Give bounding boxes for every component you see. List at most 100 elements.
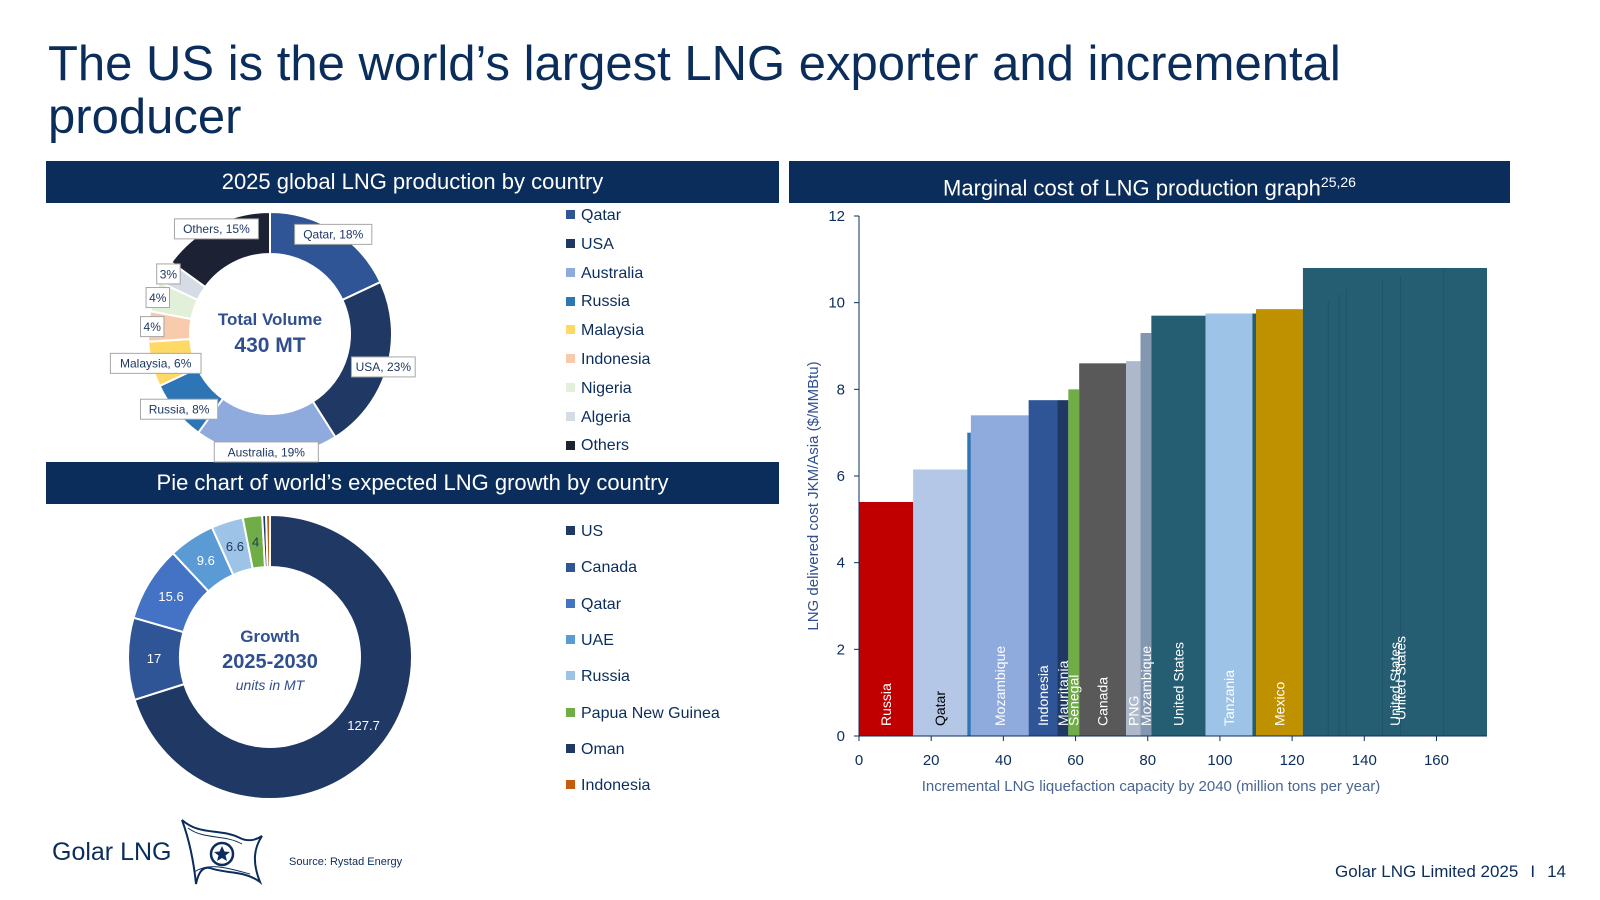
donut2-center-title: Growth	[240, 627, 300, 646]
data-label-qatar: Qatar, 18%	[303, 228, 363, 242]
bar-label-canada-7: Canada	[1095, 677, 1111, 726]
data-label-qatar: 15.6	[158, 589, 183, 604]
legend-item-algeria: Algeria	[566, 409, 631, 427]
data-label-box-russia	[139, 398, 219, 420]
bar-label-mozambique-3: Mozambique	[992, 646, 1008, 726]
marginal-cost-header-footnote: 25,26	[1320, 174, 1356, 190]
legend-swatch-algeria	[566, 411, 575, 421]
donut1-center-value: 430 MT	[234, 334, 305, 357]
legend-swatch-nigeria	[566, 383, 575, 393]
legend-label-indonesia: Indonesia	[581, 351, 651, 368]
legend-label-nigeria: Nigeria	[581, 379, 632, 397]
data-label-box-algeria	[156, 263, 181, 285]
data-label-uae: 9.6	[197, 553, 215, 568]
slide-title: The US is the world’s largest LNG export…	[48, 37, 1341, 144]
donut1-center-title: Total Volume	[218, 310, 322, 329]
bar-label-tanzania-11: Tanzania	[1221, 670, 1237, 726]
slice-us	[133, 513, 413, 800]
legend-item-uae: UAE	[566, 632, 614, 650]
page-number: 14	[1547, 862, 1566, 881]
donut1-header: 2025 global LNG production by country	[46, 161, 779, 203]
y-tick-label-12: 12	[828, 208, 845, 225]
legend-item-qatar: Qatar	[566, 596, 621, 614]
legend-swatch-canada	[566, 562, 575, 572]
legend-label-us: US	[581, 523, 604, 540]
data-label-papua-new-guinea: 4	[252, 535, 259, 550]
legend-item-malaysia: Malaysia	[566, 322, 644, 340]
bar-label-united-states-east: United States	[1392, 636, 1408, 720]
bar-png-8	[1126, 361, 1141, 736]
data-label-box-usa	[350, 356, 416, 378]
legend-item-nigeria: Nigeria	[566, 380, 632, 398]
legend-label-uae: UAE	[581, 631, 614, 649]
source-note: Source: Rystad Energy	[289, 856, 403, 868]
bar-canada-7	[1079, 363, 1127, 736]
bar-mozambique-3	[970, 415, 1029, 736]
legend-item-russia: Russia	[566, 293, 630, 311]
data-label-russia: 6.6	[226, 539, 244, 554]
y-tick-label-2: 2	[837, 641, 845, 658]
bar-label-united-states-10: United States	[1170, 642, 1186, 726]
legend-label-indonesia: Indonesia	[581, 777, 651, 795]
legend-label-oman: Oman	[581, 740, 625, 758]
bar-indonesia-4	[1028, 400, 1058, 736]
marginal-cost-header-text: Marginal cost of LNG production graph	[943, 175, 1321, 201]
legend-swatch-oman	[566, 744, 575, 754]
bar-label-mozambique-9: Mozambique	[1138, 646, 1154, 726]
data-label-box-nigeria	[145, 287, 170, 309]
y-tick-label-4: 4	[837, 555, 845, 572]
bar-mauritania-5	[1057, 400, 1069, 736]
flag-logo-icon	[181, 819, 263, 885]
legend-label-papua-new-guinea: Papua New Guinea	[581, 704, 720, 722]
marginal-cost-header: Marginal cost of LNG production graph25,…	[789, 161, 1510, 203]
x-tick-label-100: 100	[1207, 752, 1232, 769]
marginal-cost-chart: Russia Qatar Mozambique Indonesia Mauritania…	[805, 208, 1487, 795]
legend-swatch-others	[566, 440, 575, 450]
bar-segment-12	[1252, 313, 1257, 736]
bar-united-states-10	[1151, 315, 1206, 736]
bar-label-mauritania-5: Mauritania	[1055, 660, 1071, 726]
y-tick-label-10: 10	[828, 295, 845, 312]
data-label-australia: Australia, 19%	[228, 445, 306, 459]
bar-mozambique-9	[1140, 333, 1152, 736]
donut2-center-value: 2025-2030	[222, 651, 318, 673]
bar-label-indonesia-4: Indonesia	[1035, 665, 1051, 726]
slice-indonesia	[265, 513, 271, 569]
legend-item-others: Others	[566, 437, 629, 455]
bar-segment-2	[967, 432, 971, 736]
legend-swatch-uae	[566, 635, 575, 645]
footer-separator: I	[1530, 862, 1536, 881]
x-tick-label-160: 160	[1424, 752, 1449, 769]
bar-label-qatar-1: Qatar	[932, 691, 948, 726]
legend-label-russia: Russia	[581, 668, 630, 686]
data-label-box-malaysia	[109, 352, 202, 374]
legend-label-canada: Canada	[581, 559, 638, 577]
bar-qatar-1	[913, 469, 968, 736]
legend-label-others: Others	[581, 437, 630, 455]
legend-swatch-malaysia	[566, 325, 575, 335]
legend-label-usa: USA	[581, 235, 614, 253]
bar-label-united-states-14: United States	[1387, 642, 1403, 726]
data-label-others: Others, 15%	[183, 222, 250, 236]
legend-label-australia: Australia	[581, 264, 644, 282]
legend-label-algeria: Algeria	[581, 408, 631, 426]
legend-label-qatar: Qatar	[581, 595, 622, 613]
data-label-canada: 17	[147, 651, 161, 666]
donut2-center-units: units in MT	[236, 677, 306, 693]
x-tick-label-60: 60	[1067, 752, 1084, 769]
x-tick-label-120: 120	[1280, 752, 1305, 769]
bar-tanzania-11	[1205, 313, 1253, 736]
bar-russia-0	[859, 502, 914, 736]
data-label-usa: USA, 23%	[356, 360, 412, 374]
footer-company: Golar LNG Limited 2025	[1335, 862, 1519, 881]
legend-item-papua-new-guinea: Papua New Guinea	[566, 705, 720, 723]
data-label-algeria: 3%	[160, 267, 178, 281]
y-tick-label-8: 8	[837, 381, 845, 398]
legend-item-us: US	[566, 523, 603, 541]
legend-item-oman: Oman	[566, 741, 625, 759]
data-label-box-qatar	[294, 223, 373, 245]
x-tick-label-80: 80	[1139, 752, 1156, 769]
legend-item-russia: Russia	[566, 668, 630, 686]
legend-swatch-qatar	[566, 210, 575, 220]
legend-swatch-papua-new-guinea	[566, 707, 575, 717]
